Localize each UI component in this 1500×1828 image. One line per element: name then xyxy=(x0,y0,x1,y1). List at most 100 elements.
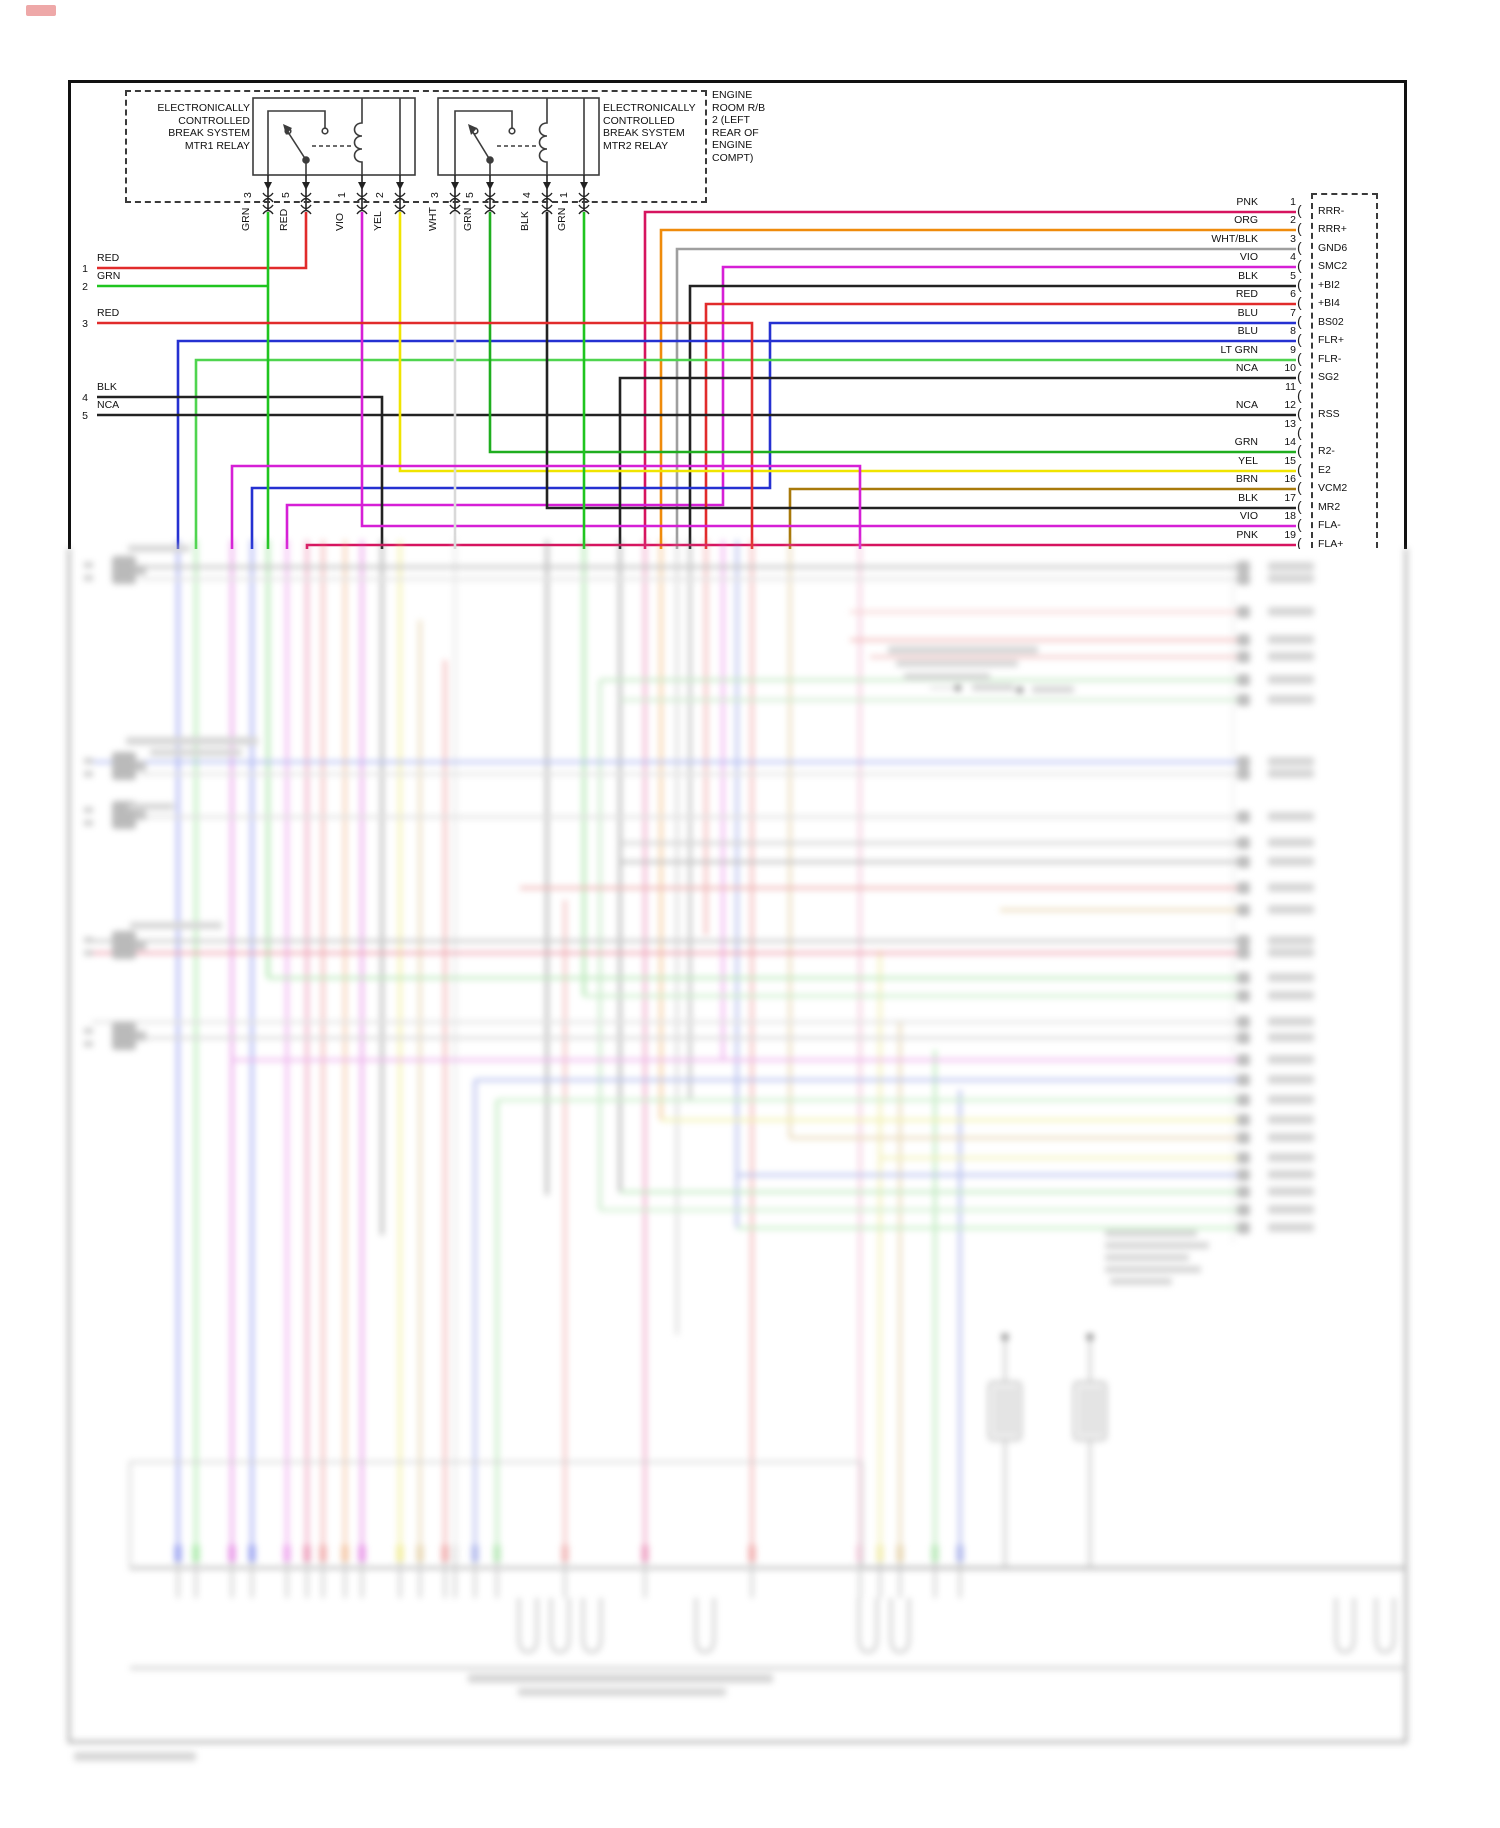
connector-arc-icon xyxy=(541,197,553,203)
pin-bracket-icon: ( xyxy=(1297,368,1302,384)
pin-color-label: YEL xyxy=(1238,455,1258,467)
terminal-loop xyxy=(1334,1598,1356,1654)
pin-number: 18 xyxy=(1284,510,1296,522)
connector-arc-icon xyxy=(578,192,590,198)
connector-arc-icon xyxy=(262,204,274,210)
pin-color-label: PNK xyxy=(1236,529,1258,541)
text-smudge xyxy=(1105,1242,1209,1249)
schematic-sharp-region: ELECTRONICALLY CONTROLLED BREAK SYSTEM MTR1… xyxy=(0,0,1500,549)
pin-bracket-icon: ( xyxy=(1297,535,1302,549)
wire xyxy=(545,212,1296,510)
pin-color-label: BLU xyxy=(1237,325,1258,337)
terminal xyxy=(641,1545,649,1562)
pin-number-smudge xyxy=(84,771,93,777)
connector-arc-icon xyxy=(300,204,312,210)
label-smudge xyxy=(1268,991,1314,1000)
connector-arc-icon xyxy=(394,192,406,198)
connector-arc-icon xyxy=(394,197,406,203)
connector-bump xyxy=(1237,972,1250,984)
terminal xyxy=(451,1545,459,1562)
engine-box-label-line: ENGINE xyxy=(712,89,753,101)
connector-arc-icon xyxy=(578,197,590,203)
wire xyxy=(788,487,1296,549)
connector-arc-icon xyxy=(449,209,461,215)
pin-number-smudge xyxy=(84,758,93,764)
pin-number: 12 xyxy=(1284,399,1296,411)
left-connector-icon xyxy=(112,931,136,959)
text-smudge xyxy=(972,684,1014,691)
splice-body xyxy=(1073,1381,1107,1441)
label-smudge xyxy=(1268,973,1314,982)
pin-number: 9 xyxy=(1290,344,1296,356)
terminal-loop xyxy=(517,1598,539,1654)
pin-signal-label: RRR+ xyxy=(1318,223,1347,235)
pin-number-smudge xyxy=(84,820,93,826)
connector-arc-icon xyxy=(541,204,553,210)
label-smudge xyxy=(1268,1153,1314,1162)
connector-arc-icon xyxy=(300,209,312,215)
pin-number: 4 xyxy=(1290,251,1296,263)
pin-bracket-icon: ( xyxy=(1297,498,1302,514)
text-smudge xyxy=(1105,1254,1189,1261)
connector-arc-icon xyxy=(356,197,368,203)
connector-bump xyxy=(1237,651,1250,663)
text-smudge xyxy=(130,922,222,929)
pin-number: 14 xyxy=(1284,436,1296,448)
pin-number: 10 xyxy=(1284,362,1296,374)
pin-number: 13 xyxy=(1284,418,1296,430)
engine-box-label-line: ENGINE xyxy=(712,139,753,152)
connector-arc-icon xyxy=(484,197,496,203)
label-smudge xyxy=(1268,857,1314,866)
pin-number: 3 xyxy=(1290,233,1296,245)
connector-bump xyxy=(1237,674,1250,686)
connector-bump xyxy=(1237,694,1250,706)
pin-number: 2 xyxy=(82,281,88,293)
mtr2-relay-label: ELECTRONICALLY CONTROLLED BREAK SYSTEM MTR2… xyxy=(603,102,696,152)
diagram-border xyxy=(68,80,1407,549)
connector-arc-icon xyxy=(484,192,496,198)
terminal xyxy=(319,1545,327,1562)
connector-pin-dashed-box xyxy=(1311,193,1378,549)
wire xyxy=(398,212,1296,473)
pin-bracket-icon: ( xyxy=(1297,257,1302,273)
label-smudge xyxy=(1268,1033,1314,1042)
connector-bump xyxy=(1237,634,1250,646)
label-smudge xyxy=(1268,562,1314,571)
terminal-loop xyxy=(857,1598,879,1654)
label-smudge xyxy=(1268,769,1314,778)
connector-arc-icon xyxy=(394,204,406,210)
terminal xyxy=(493,1545,501,1562)
connector-bump xyxy=(1237,1152,1250,1164)
text-smudge xyxy=(1032,686,1074,693)
corner-stamp-mark xyxy=(26,5,56,16)
pin-color-label: NCA xyxy=(1235,362,1258,374)
pin-bracket-icon: ( xyxy=(1297,442,1302,458)
connector-arc-icon xyxy=(541,209,553,215)
wire xyxy=(194,358,1296,549)
connector-bump xyxy=(1237,1204,1250,1216)
mtr1-relay-label: ELECTRONICALLY CONTROLLED BREAK SYSTEM MTR1… xyxy=(126,102,250,152)
pin-color-label: VIO xyxy=(1239,510,1258,522)
text-smudge xyxy=(1110,1278,1172,1285)
pin-color-label: RED xyxy=(1235,288,1258,300)
connector-bump xyxy=(1237,1222,1250,1234)
pin-signal-label: SMC2 xyxy=(1318,260,1348,272)
pin-signal-label: +BI2 xyxy=(1318,279,1340,291)
pin-bracket-icon: ( xyxy=(1297,294,1302,310)
terminal xyxy=(341,1545,349,1562)
label-smudge xyxy=(1268,1133,1314,1142)
pin-number: 1 xyxy=(1290,196,1296,208)
terminal-loop xyxy=(581,1598,603,1654)
connector-arc-icon xyxy=(449,204,461,210)
engine-room-rb-dashed-box xyxy=(125,90,707,203)
pin-color-label: NCA xyxy=(1235,399,1258,411)
pin-bracket-icon: ( xyxy=(1297,313,1302,329)
pin-number-smudge xyxy=(84,1028,93,1034)
pin-signal-label: R2- xyxy=(1318,445,1335,457)
connector-arc-icon xyxy=(356,209,368,215)
connector-arc-icon xyxy=(484,204,496,210)
pin-number-smudge xyxy=(84,937,93,943)
label-smudge xyxy=(1268,936,1314,945)
wire xyxy=(97,321,754,549)
pin-number-smudge xyxy=(84,950,93,956)
